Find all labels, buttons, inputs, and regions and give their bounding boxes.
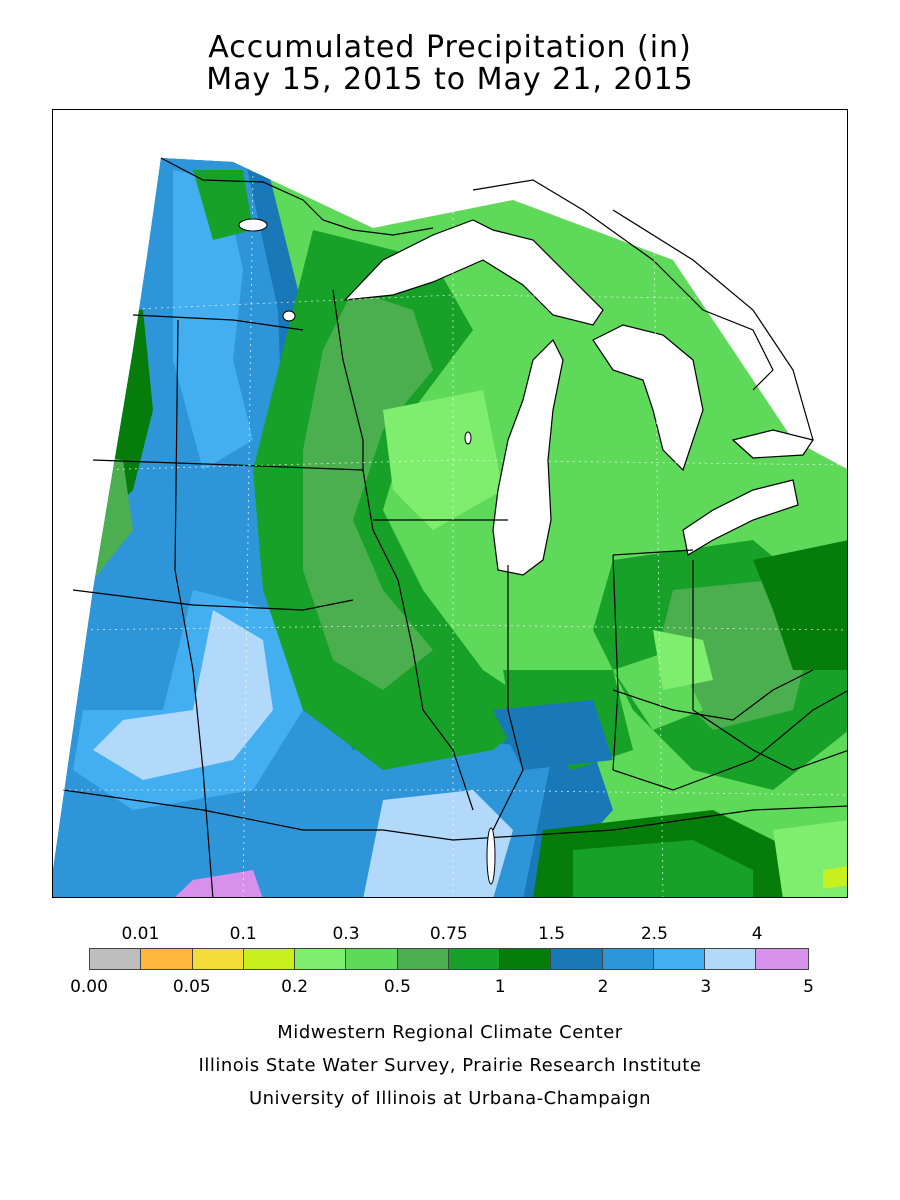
legend-swatch <box>346 949 398 969</box>
legend-bar <box>89 948 809 970</box>
legend-swatch <box>397 949 449 969</box>
legend-swatch <box>756 949 808 969</box>
legend-tick-label: 0.2 <box>281 977 309 997</box>
boundaries <box>62 157 847 897</box>
map-title: Accumulated Precipitation (in) <box>208 30 692 65</box>
lake-superior <box>343 219 604 326</box>
lake-ontario <box>731 429 814 459</box>
lake-erie <box>682 479 799 556</box>
precipitation-map <box>52 109 848 898</box>
credit-university: University of Illinois at Urbana-Champai… <box>248 1088 652 1109</box>
legend-tick-label: 0.3 <box>332 924 360 944</box>
legend-tick-label: 0.00 <box>70 977 108 997</box>
legend-tick-label: 1 <box>494 977 506 997</box>
legend-swatch <box>192 949 244 969</box>
legend-swatch <box>243 949 295 969</box>
graticule <box>63 169 847 897</box>
legend-swatch <box>551 949 603 969</box>
credit-survey: Illinois State Water Survey, Prairie Res… <box>198 1055 702 1076</box>
credit-organization: Midwestern Regional Climate Center <box>277 1022 623 1043</box>
legend-swatch <box>500 949 552 969</box>
legend-swatch <box>705 949 757 969</box>
legend-tick-label: 0.1 <box>229 924 257 944</box>
legend-tick-label: 4 <box>751 924 763 944</box>
legend-swatch <box>448 949 500 969</box>
legend-swatch <box>653 949 705 969</box>
legend-swatch <box>141 949 193 969</box>
map-date-range: May 15, 2015 to May 21, 2015 <box>206 62 694 97</box>
legend-swatch <box>602 949 654 969</box>
lake-michigan <box>492 338 564 576</box>
islands <box>238 218 496 885</box>
legend-tick-label: 0.75 <box>429 924 468 944</box>
color-legend: 0.01 0.1 0.3 0.75 1.5 2.5 4 0.00 0.05 0.2 0.5 1 2 3 5 <box>0 920 900 1000</box>
lake-huron <box>592 324 704 472</box>
legend-tick-label: 0.01 <box>121 924 160 944</box>
legend-swatch <box>90 949 142 969</box>
legend-tick-label: 2 <box>597 977 609 997</box>
legend-tick-label: 2.5 <box>640 924 668 944</box>
legend-tick-label: 0.05 <box>172 977 211 997</box>
legend-tick-label: 5 <box>803 977 815 997</box>
great-lakes <box>343 219 814 576</box>
legend-tick-label: 1.5 <box>538 924 566 944</box>
legend-tick-label: 3 <box>700 977 712 997</box>
legend-swatch <box>295 949 347 969</box>
legend-tick-label: 0.5 <box>383 977 411 997</box>
